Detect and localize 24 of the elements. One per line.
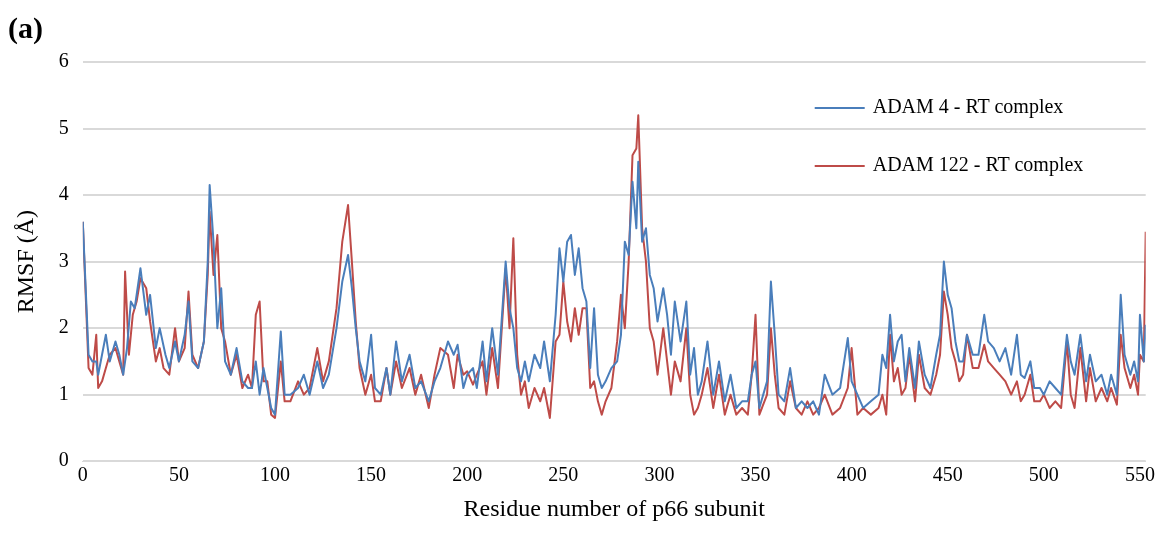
x-tick-label: 500	[1028, 463, 1059, 486]
x-tick-label: 350	[740, 463, 771, 486]
y-axis-title: RMSF (Å)	[11, 209, 38, 314]
y-tick-label: 5	[58, 115, 69, 138]
x-tick-label: 0	[77, 463, 88, 486]
legend-label: ADAM 4 - RT complex	[872, 95, 1064, 119]
x-tick-label: 250	[548, 463, 579, 486]
x-tick-label: 150	[356, 463, 387, 486]
x-tick-label: 200	[452, 463, 483, 486]
y-tick-label: 1	[58, 381, 69, 404]
x-tick-label: 50	[168, 463, 189, 486]
y-tick-label: 6	[58, 49, 69, 72]
x-tick-label: 400	[836, 463, 867, 486]
chart-title: (a)	[8, 10, 43, 45]
y-tick-label: 2	[58, 315, 69, 338]
x-axis-title: Residue number of p66 subunit	[463, 494, 766, 521]
x-tick-label: 100	[260, 463, 291, 486]
x-tick-label: 300	[644, 463, 675, 486]
y-tick-label: 0	[58, 448, 69, 471]
legend-label: ADAM 122 - RT complex	[872, 153, 1084, 177]
x-tick-label: 550	[1124, 463, 1155, 486]
x-tick-label: 450	[932, 463, 963, 486]
y-tick-label: 4	[58, 182, 69, 205]
y-tick-label: 3	[58, 248, 69, 271]
